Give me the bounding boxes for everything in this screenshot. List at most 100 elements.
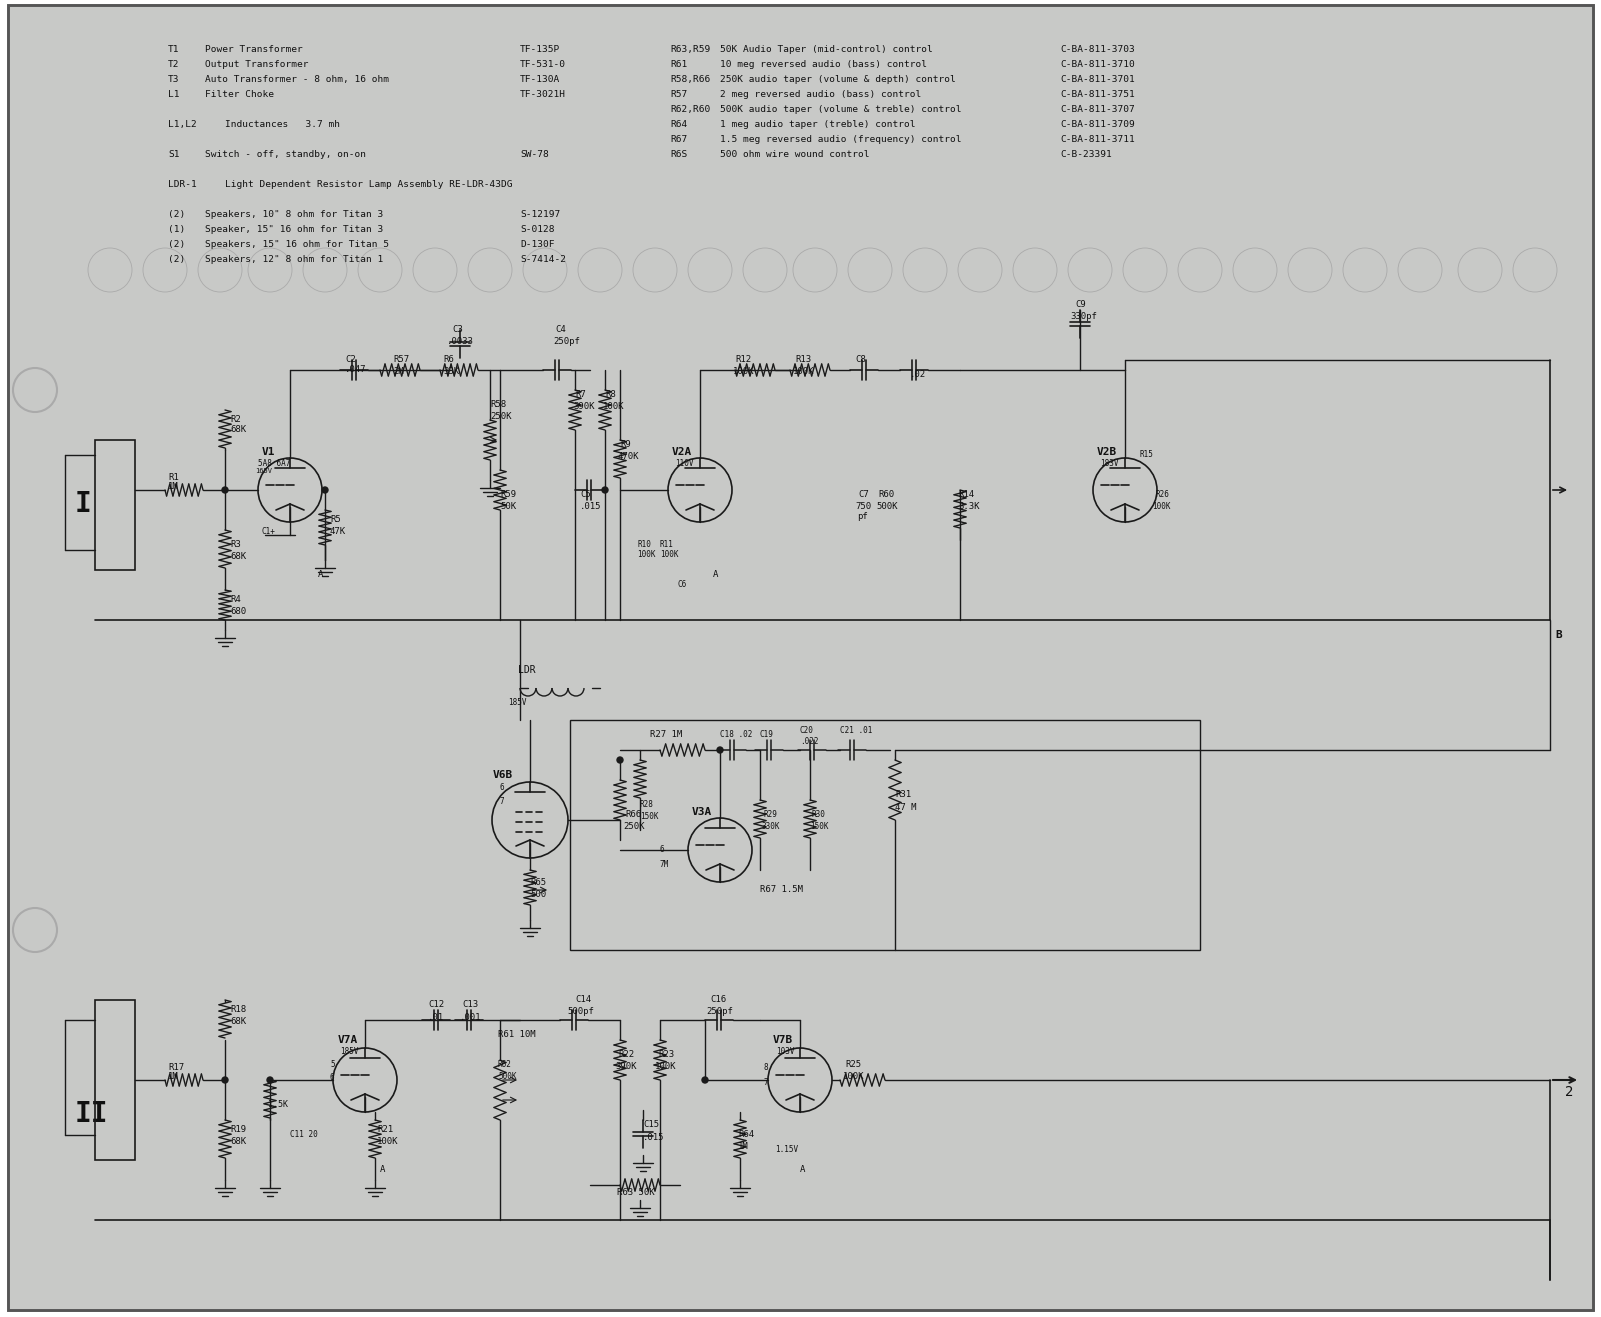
Text: R64: R64: [669, 120, 687, 129]
Text: 1 meg audio taper (treble) control: 1 meg audio taper (treble) control: [720, 120, 916, 129]
Text: R57: R57: [392, 356, 410, 363]
Text: 1.15V: 1.15V: [775, 1144, 799, 1154]
Text: 7M: 7M: [660, 860, 669, 869]
Text: 250K: 250K: [490, 412, 511, 421]
Text: R63,R59: R63,R59: [669, 45, 711, 54]
Bar: [94, 440, 134, 570]
Text: 1.5 meg reversed audio (frequency) control: 1.5 meg reversed audio (frequency) contr…: [720, 136, 962, 144]
Text: 250K audio taper (volume & depth) control: 250K audio taper (volume & depth) contro…: [720, 75, 956, 84]
Text: 33K: 33K: [443, 367, 459, 375]
Text: R66: R66: [624, 810, 640, 819]
Text: T3: T3: [168, 75, 179, 84]
Text: C-BA-811-3707: C-BA-811-3707: [1060, 105, 1135, 115]
Text: 7: 7: [500, 797, 504, 806]
Text: C5: C5: [580, 490, 591, 499]
Text: 10 meg reversed audio (bass) control: 10 meg reversed audio (bass) control: [720, 61, 927, 68]
Text: 1.5K: 1.5K: [267, 1100, 288, 1109]
Text: .001: .001: [459, 1013, 482, 1022]
Text: C-BA-811-3711: C-BA-811-3711: [1060, 136, 1135, 144]
Text: 47 M: 47 M: [895, 803, 916, 813]
Bar: [94, 1000, 134, 1160]
Text: R10: R10: [637, 540, 652, 549]
Text: S-12197: S-12197: [520, 209, 560, 219]
Text: R25: R25: [845, 1060, 861, 1069]
Circle shape: [602, 487, 608, 493]
Text: C-BA-811-3703: C-BA-811-3703: [1060, 45, 1135, 54]
Text: 3.3K: 3.3K: [957, 502, 980, 511]
Text: C19: C19: [760, 730, 773, 739]
Text: Speakers, 12" 8 ohm for Titan 1: Speakers, 12" 8 ohm for Titan 1: [205, 255, 383, 263]
Text: 50K: 50K: [500, 502, 516, 511]
Text: R58,R66: R58,R66: [669, 75, 711, 84]
Text: 250pf: 250pf: [552, 337, 580, 346]
Text: Power Transformer: Power Transformer: [205, 45, 303, 54]
Text: 100K: 100K: [655, 1062, 677, 1071]
Text: 1M: 1M: [738, 1142, 749, 1151]
Text: C14: C14: [575, 996, 591, 1004]
Text: R17: R17: [168, 1063, 184, 1072]
Text: 150K: 150K: [810, 822, 828, 831]
Text: I: I: [75, 490, 91, 518]
Text: .047: .047: [344, 365, 367, 374]
Bar: [570, 720, 1201, 950]
Circle shape: [223, 487, 227, 493]
Text: C6: C6: [677, 579, 687, 589]
Text: (1): (1): [168, 225, 186, 234]
Circle shape: [223, 1077, 227, 1083]
Circle shape: [322, 487, 328, 493]
Text: S1: S1: [168, 150, 179, 159]
Text: 2 meg reversed audio (bass) control: 2 meg reversed audio (bass) control: [720, 90, 921, 99]
Text: 110V: 110V: [676, 460, 693, 468]
Text: R65: R65: [530, 878, 546, 888]
Text: C-BA-811-3709: C-BA-811-3709: [1060, 120, 1135, 129]
Text: R23: R23: [658, 1050, 674, 1059]
Circle shape: [701, 1077, 708, 1083]
Text: D-130F: D-130F: [520, 240, 554, 249]
Text: SW-78: SW-78: [520, 150, 549, 159]
Text: 750: 750: [855, 502, 871, 511]
Text: (2): (2): [168, 209, 186, 219]
Text: TF-130A: TF-130A: [520, 75, 560, 84]
Text: 100K: 100K: [637, 551, 655, 558]
Text: V2A: V2A: [672, 446, 692, 457]
Circle shape: [267, 1077, 274, 1083]
Text: 100K: 100K: [604, 402, 624, 411]
Text: 500K audio taper (volume & treble) control: 500K audio taper (volume & treble) contr…: [720, 105, 962, 115]
Text: 250pf: 250pf: [706, 1008, 733, 1015]
Text: R1: R1: [168, 473, 179, 482]
Text: 185V: 185V: [508, 698, 527, 707]
Text: V1: V1: [263, 446, 275, 457]
Text: 1M: 1M: [168, 1072, 179, 1081]
Text: .0033: .0033: [447, 337, 474, 346]
Text: R63 50K: R63 50K: [616, 1188, 655, 1197]
Text: 100K: 100K: [792, 367, 815, 375]
Text: 330pf: 330pf: [1069, 312, 1097, 321]
Text: R8: R8: [605, 390, 616, 399]
Text: C8: C8: [855, 356, 866, 363]
Circle shape: [616, 757, 623, 763]
Text: R14: R14: [957, 490, 973, 499]
Text: 165V: 165V: [255, 468, 272, 474]
Text: C3: C3: [451, 325, 463, 335]
Text: R5: R5: [330, 515, 341, 524]
Text: R64: R64: [738, 1130, 754, 1139]
Text: II: II: [75, 1100, 109, 1127]
Text: 2: 2: [1566, 1085, 1574, 1098]
Text: R7: R7: [575, 390, 586, 399]
Text: 103V: 103V: [776, 1047, 794, 1056]
Text: R6S: R6S: [669, 150, 687, 159]
Text: R3: R3: [231, 540, 240, 549]
Text: 183V: 183V: [1100, 460, 1119, 468]
Text: TF-3021H: TF-3021H: [520, 90, 567, 99]
Text: A: A: [319, 570, 323, 579]
Text: R13: R13: [796, 356, 812, 363]
Text: C9: C9: [1074, 300, 1085, 309]
Text: R67 1.5M: R67 1.5M: [760, 885, 804, 894]
Text: 100K: 100K: [1153, 502, 1170, 511]
Text: LDR-1: LDR-1: [168, 180, 197, 190]
Text: R28: R28: [640, 799, 653, 809]
Text: Output Transformer: Output Transformer: [205, 61, 309, 68]
Text: L1,L2: L1,L2: [168, 120, 197, 129]
Text: 68K: 68K: [231, 1137, 247, 1146]
Text: C12: C12: [427, 1000, 443, 1009]
